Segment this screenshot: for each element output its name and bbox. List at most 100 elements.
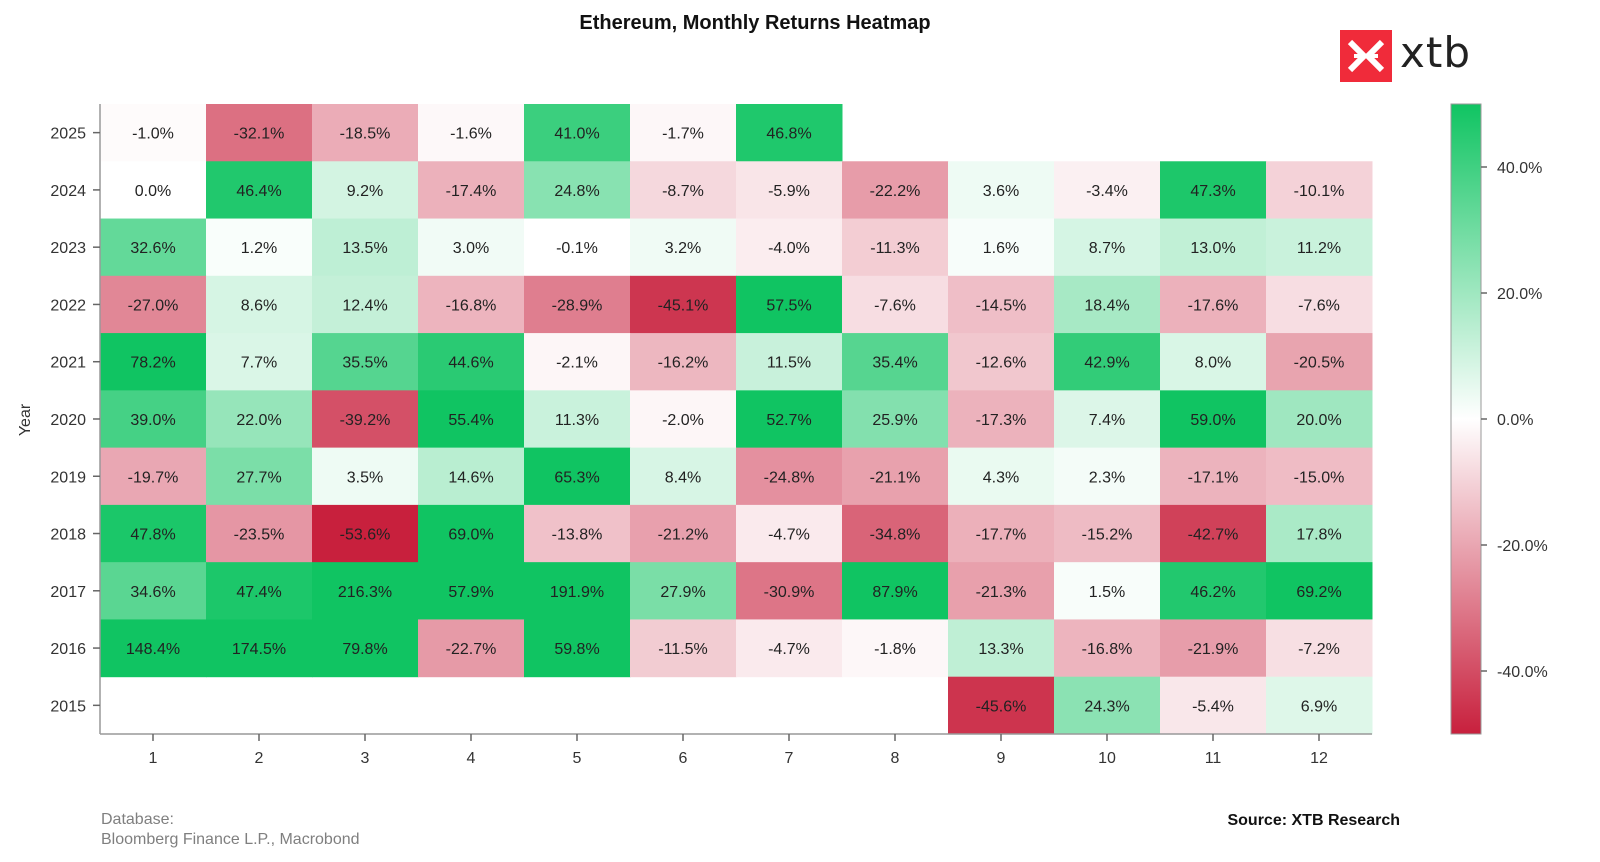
heatmap-cell [1054,275,1161,334]
cell-value-label: -16.8% [446,297,497,314]
cell-value-label: -15.0% [1294,469,1345,486]
heatmap-cell [842,619,949,678]
cell-value-label: -17.7% [976,527,1027,544]
heatmap-cell [1266,218,1373,277]
heatmap-cell [100,275,207,334]
cell-value-label: -7.6% [1298,297,1340,314]
cell-value-label: 7.4% [1089,412,1125,429]
cell-value-label: -21.1% [870,469,921,486]
cell-value-label: 69.0% [448,527,493,544]
cell-value-label: 35.4% [872,355,917,372]
colorbar-tick-label: 20.0% [1497,286,1542,303]
cell-value-label: 57.9% [448,584,493,601]
cell-value-label: -15.2% [1082,527,1133,544]
heatmap-cell [1266,504,1373,563]
heatmap-cell [1160,390,1267,449]
heatmap-cell [100,218,207,277]
heatmap-cell [524,104,631,162]
x-tick-label: 6 [679,750,688,767]
cell-value-label: -16.8% [1082,641,1133,658]
cell-value-label: -18.5% [340,126,391,143]
heatmap-cell [524,218,631,277]
heatmap-cell [1054,447,1161,506]
cell-value-label: 44.6% [448,355,493,372]
x-tick-label: 8 [891,750,900,767]
heatmap-cell [206,504,313,563]
cell-value-label: 25.9% [872,412,917,429]
cell-value-label: 8.0% [1195,355,1231,372]
cell-value-label: -11.3% [870,240,920,257]
heatmap-cell [736,161,843,220]
heatmap-cell [524,447,631,506]
heatmap-cell [736,562,843,620]
heatmap-cell [1054,390,1161,449]
heatmap-cell [312,562,419,620]
cell-value-label: 8.7% [1089,240,1125,257]
y-tick-label: 2020 [50,412,86,429]
cell-value-label: 59.0% [1190,412,1235,429]
heatmap-cell [206,619,313,678]
cell-value-label: -21.9% [1188,641,1239,658]
cell-value-label: -28.9% [552,297,603,314]
cell-value-label: -13.8% [552,527,603,544]
heatmap-cell [1054,218,1161,277]
cell-value-label: -23.5% [234,527,285,544]
colorbar-tick-label: 40.0% [1497,160,1542,177]
heatmap-cell [524,504,631,563]
y-tick-label: 2016 [50,641,86,658]
heatmap-cell [736,390,843,449]
cell-value-label: -0.1% [556,240,598,257]
xtb-logo: xtb [1340,28,1480,86]
heatmap-cell [948,562,1055,620]
heatmap-cell [206,447,313,506]
cell-value-label: -39.2% [340,412,391,429]
heatmap-cell [418,562,525,620]
cell-value-label: 12.4% [342,297,387,314]
cell-value-label: 0.0% [135,183,171,200]
heatmap-cell [312,104,419,162]
cell-value-label: 2.3% [1089,469,1125,486]
heatmap-cell [206,333,313,391]
heatmap-cell [1160,218,1267,277]
cell-value-label: 47.3% [1190,183,1235,200]
cell-value-label: 69.2% [1296,584,1341,601]
cell-value-label: -10.1% [1294,183,1345,200]
heatmap-cell [1054,161,1161,220]
cell-value-label: 65.3% [554,469,599,486]
heatmap-cell [524,619,631,678]
footer-database: Database: Bloomberg Finance L.P., Macrob… [101,810,360,850]
heatmap-cell [630,504,737,563]
cell-value-label: -17.1% [1188,469,1239,486]
cell-value-label: -45.6% [976,698,1027,715]
cell-value-label: 35.5% [342,355,387,372]
cell-value-label: -45.1% [658,297,709,314]
cell-value-label: 14.6% [448,469,493,486]
cell-value-label: 42.9% [1084,355,1129,372]
heatmap-cell [630,619,737,678]
cell-value-label: 174.5% [232,641,286,658]
colorbar [1450,103,1482,735]
heatmap-cell [312,275,419,334]
colorbar-tick-label: -40.0% [1497,664,1548,681]
cell-value-label: -3.4% [1086,183,1128,200]
heatmap-cell [524,333,631,391]
x-tick-label: 12 [1310,750,1328,767]
heatmap-cell [418,218,525,277]
cell-value-label: 3.6% [983,183,1019,200]
heatmap-cell [100,619,207,678]
heatmap-cell [100,447,207,506]
heatmap-cell [524,562,631,620]
heatmap-cell [1266,619,1373,678]
cell-value-label: 41.0% [554,126,599,143]
heatmap-cell [1266,161,1373,220]
cell-value-label: 1.2% [241,240,277,257]
cell-value-label: 9.2% [347,183,383,200]
heatmap-cell [418,333,525,391]
cell-value-label: 191.9% [550,584,604,601]
heatmap-cell [842,504,949,563]
heatmap-cell [312,447,419,506]
cell-value-label: -42.7% [1188,527,1239,544]
y-tick-label: 2021 [50,355,86,372]
heatmap-cell [948,447,1055,506]
x-tick-label: 2 [255,750,264,767]
